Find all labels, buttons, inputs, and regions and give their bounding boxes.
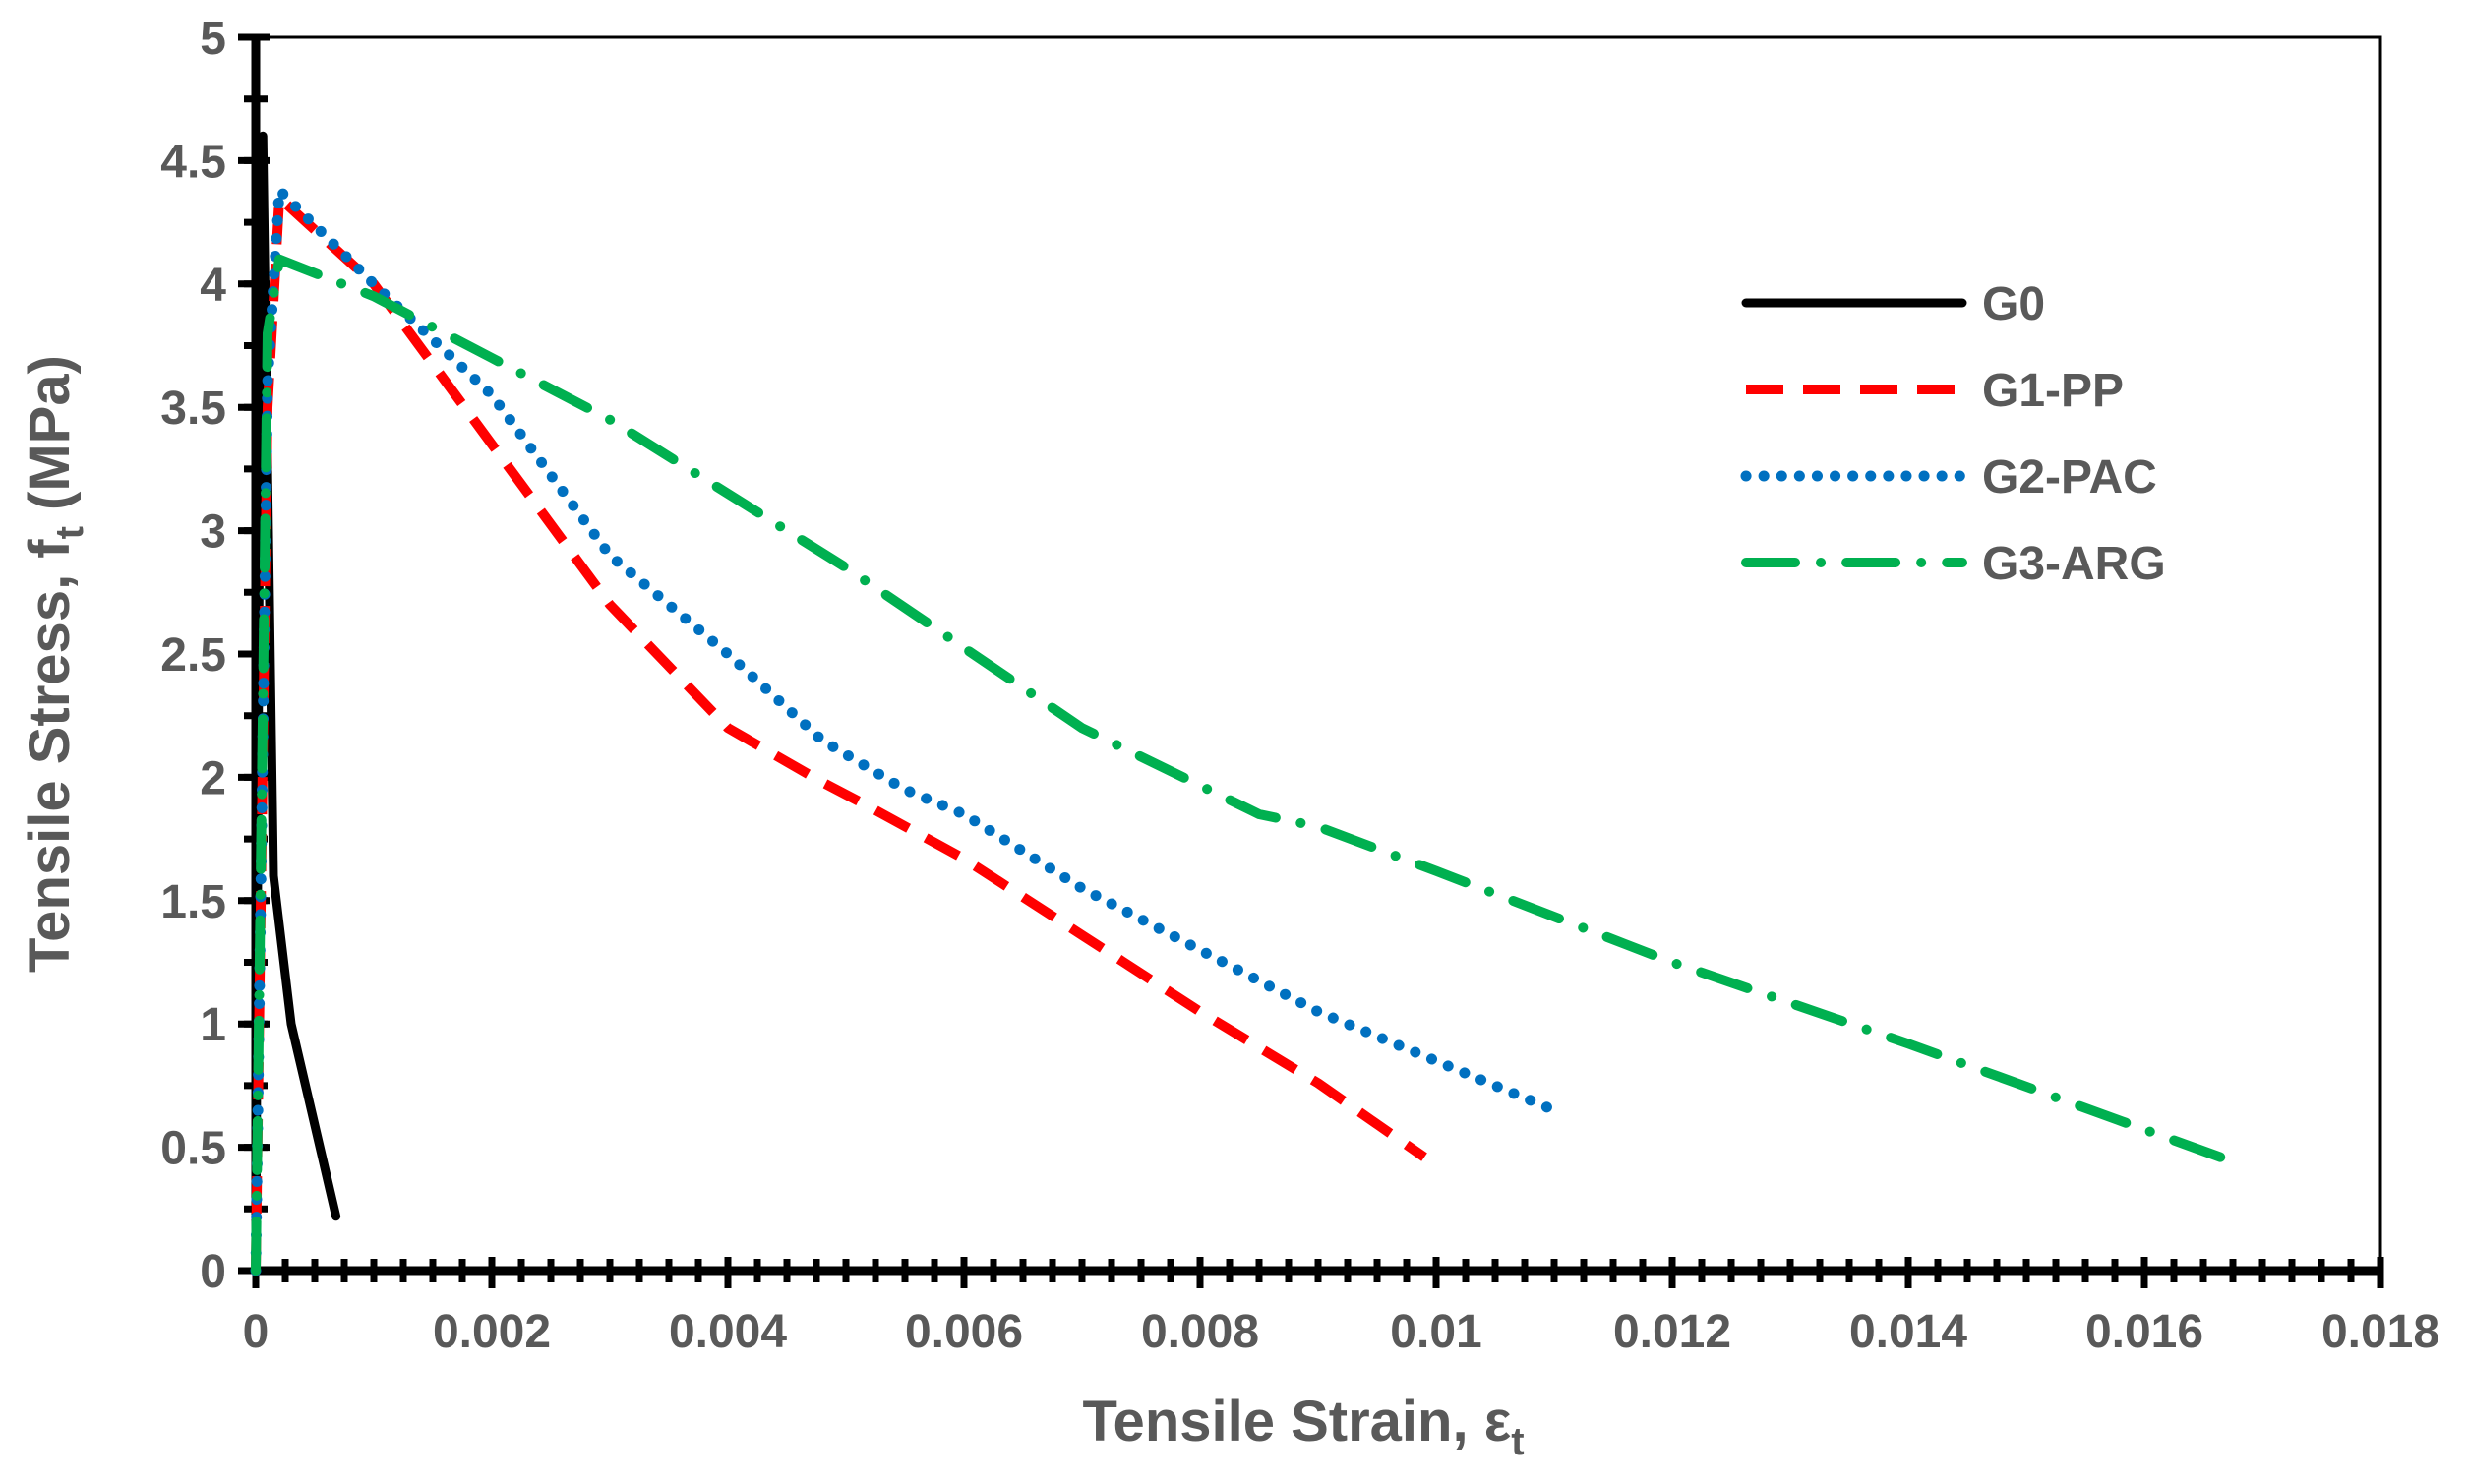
x-tick-label: 0.016: [2085, 1306, 2203, 1358]
x-tick-label: 0.008: [1141, 1306, 1259, 1358]
legend-label: G2-PAC: [1982, 451, 2157, 504]
y-tick-label: 4.5: [160, 136, 226, 188]
series-line-g3-arg: [251, 254, 2232, 1276]
y-tick-label: 1: [200, 999, 226, 1051]
y-tick-label: 3.5: [160, 383, 226, 435]
legend-item-g0: G0: [1741, 278, 2045, 330]
y-tick-label: 4: [200, 260, 226, 312]
legend-item-g1-pp: G1-PP: [1746, 365, 2124, 417]
y-tick-label: 2.5: [160, 629, 226, 682]
series-line-g1-pp: [251, 193, 1427, 1272]
x-axis-title: Tensile Strain, εt: [1082, 1390, 1524, 1463]
legend-item-g2-pac: G2-PAC: [1740, 451, 2157, 504]
y-tick-label: 3: [200, 506, 226, 559]
x-tick-label: 0.014: [1849, 1306, 1967, 1358]
x-tick-label: 0.004: [669, 1306, 787, 1358]
axes-layer: 0 0.002 0.004 0.006 0.008 0.01 0.012 0.014 0.016…: [160, 13, 2439, 1358]
x-tick-label: 0.01: [1390, 1306, 1481, 1358]
y-tick-label: 1.5: [160, 876, 226, 928]
y-tick-label: 5: [200, 13, 226, 65]
legend-label: G1-PP: [1982, 365, 2124, 417]
y-tick-label: 2: [200, 752, 226, 804]
legend-label: G3-ARG: [1982, 538, 2166, 590]
legend-item-g3-arg: G3-ARG: [1741, 538, 2166, 590]
x-tick-label: 0.012: [1613, 1306, 1731, 1358]
series-line-g2-pac: [250, 185, 1560, 1276]
x-tick-label: 0.006: [905, 1306, 1023, 1358]
x-tick-label: 0: [243, 1306, 270, 1358]
y-tick-label: 0.5: [160, 1123, 226, 1175]
series-layer: [250, 131, 2232, 1276]
y-axis-title: Tensile Stress, ft (MPa): [18, 355, 91, 973]
legend-label: G0: [1982, 278, 2045, 330]
legend: G0 G1-PP G2-PAC G3-ARG: [1740, 278, 2166, 590]
x-tick-label: 0.018: [2321, 1306, 2439, 1358]
y-tick-label: 0: [200, 1246, 226, 1298]
x-tick-label: 0.002: [433, 1306, 551, 1358]
